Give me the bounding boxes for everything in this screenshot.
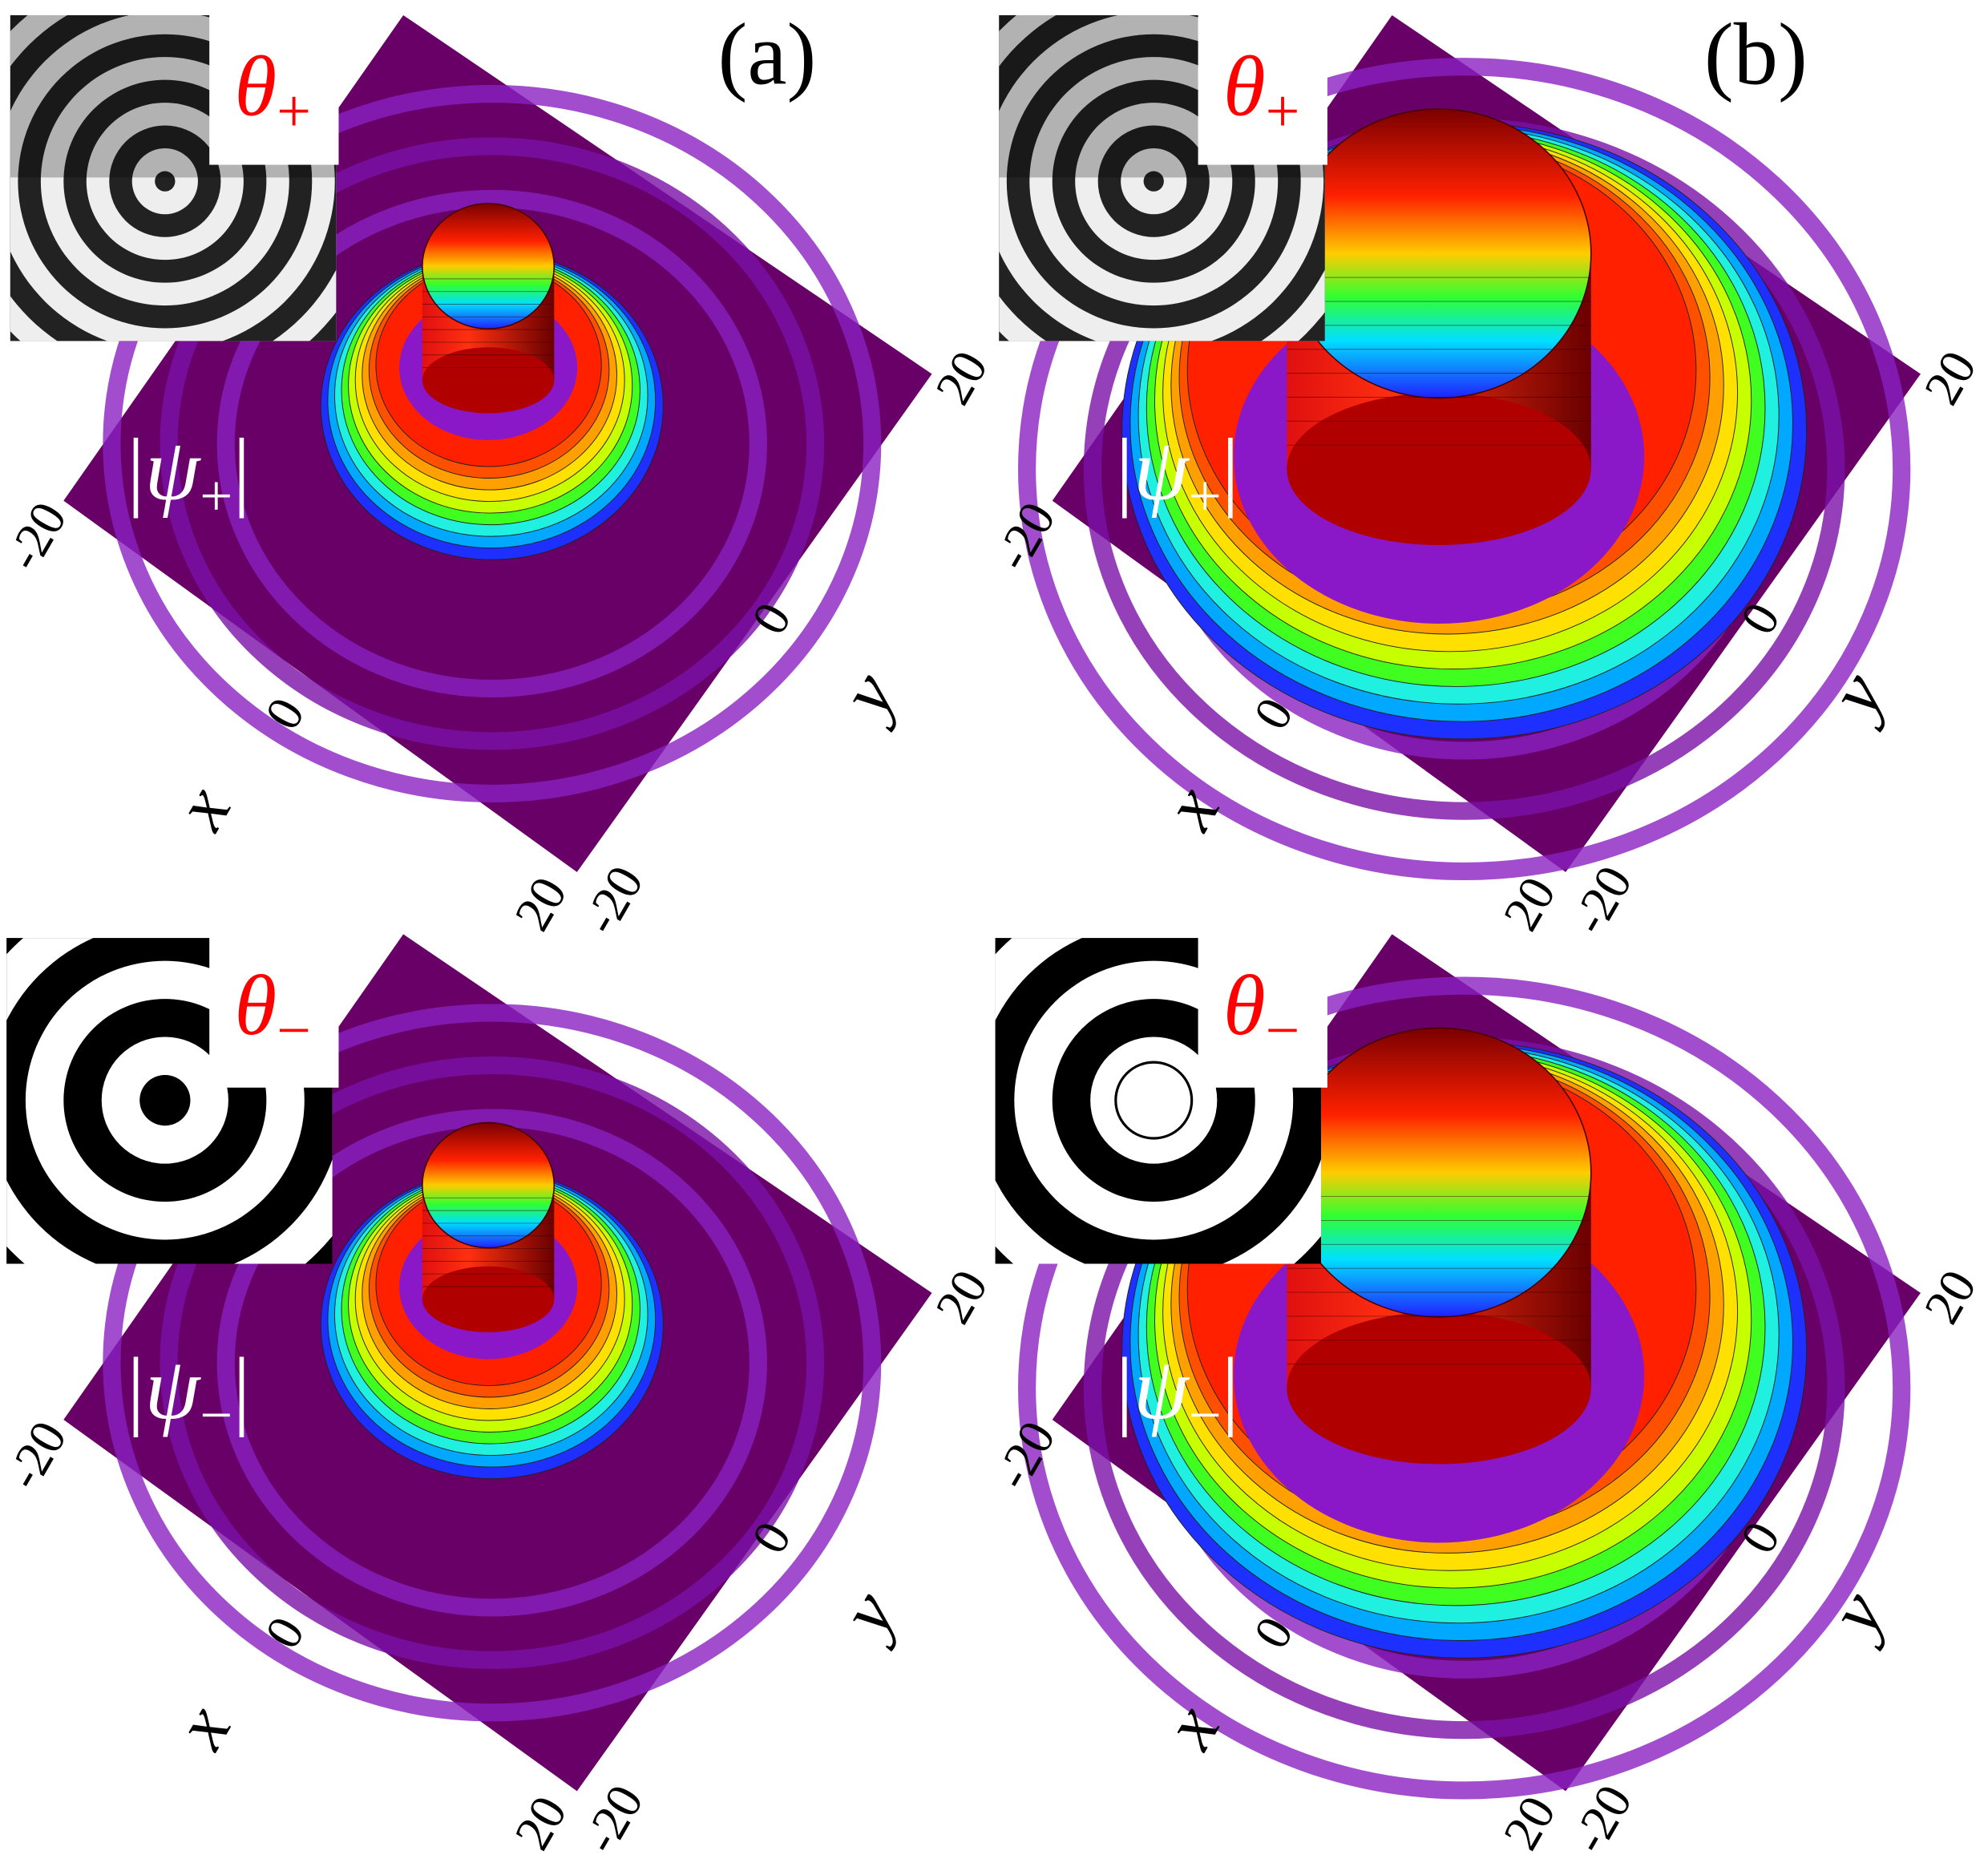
tick-label: 20 (1913, 1261, 1987, 1333)
ripple (160, 1056, 825, 1669)
amplitude-label: |ψ−| (127, 1340, 250, 1448)
ripple (1018, 58, 1911, 881)
symbol: ψ (1133, 420, 1190, 519)
ripple (216, 1109, 767, 1617)
ripple (103, 1004, 882, 1722)
bar: | (127, 1340, 144, 1438)
tower-top (1286, 108, 1592, 399)
phase-label: θ+ (234, 38, 311, 145)
phase-ring (139, 1074, 191, 1126)
tick-label: 20 (503, 867, 577, 940)
tower-base (422, 1266, 555, 1332)
subscript: + (1266, 78, 1300, 145)
symbol: θ (234, 38, 277, 134)
amplitude-label: |ψ−| (1116, 1340, 1239, 1448)
bar: | (232, 1340, 250, 1438)
tick-label: 20 (503, 1787, 577, 1859)
phase-label: θ− (1223, 958, 1300, 1065)
subscript: − (277, 997, 311, 1065)
phase-label: θ− (234, 958, 311, 1065)
tick-label: -20 (0, 1412, 78, 1498)
axis-label: x (158, 1691, 246, 1762)
phase-ring (155, 171, 176, 192)
ripple (1018, 976, 1911, 1800)
tick-label: 0 (1730, 593, 1791, 643)
tick-label: 0 (1730, 1513, 1791, 1562)
subscript: − (1189, 1382, 1222, 1447)
inset-notch (1198, 12, 1327, 165)
inset-notch (1198, 936, 1327, 1088)
symbol: ψ (145, 420, 202, 519)
tower-base (1287, 1311, 1591, 1465)
tower-top (422, 203, 556, 329)
symbol: ψ (1133, 1340, 1190, 1438)
phase-core (1114, 1061, 1194, 1140)
tick-label: 20 (924, 341, 998, 414)
symbol: θ (1223, 958, 1266, 1053)
symbol: θ (1223, 38, 1266, 134)
symbol: θ (234, 958, 277, 1053)
subscript: + (1189, 463, 1222, 528)
panel-label: (a) (718, 4, 817, 103)
bar: | (1222, 1340, 1239, 1438)
phase-ring (1143, 171, 1164, 192)
tick-label: 20 (1913, 341, 1987, 414)
inset-notch (209, 12, 339, 165)
axis-label: y (821, 658, 911, 733)
inset (999, 14, 1325, 341)
inset-notch (209, 936, 339, 1088)
amplitude-label: |ψ+| (127, 420, 250, 528)
tick-label: -20 (984, 493, 1066, 580)
tick-label: -20 (0, 493, 78, 580)
axis-label: y (821, 1578, 911, 1652)
amplitude-label: |ψ+| (1116, 420, 1239, 528)
panel-label: (b) (1704, 4, 1808, 103)
subscript: + (200, 463, 232, 528)
tower-base (1287, 393, 1591, 545)
tick-label: -20 (572, 857, 654, 944)
subscript: − (200, 1382, 232, 1447)
tick-label: 20 (924, 1261, 998, 1333)
tick-label: -20 (984, 1412, 1066, 1498)
tower-base (422, 347, 555, 414)
ripple (103, 84, 882, 802)
tick-label: -20 (1561, 857, 1643, 944)
bar: | (1116, 420, 1133, 519)
bar: | (232, 420, 250, 519)
phase-label: θ+ (1223, 38, 1300, 145)
tick-label: -20 (1561, 1776, 1643, 1862)
subscript: + (277, 78, 311, 145)
ripple (160, 137, 825, 750)
subscript: − (1266, 997, 1300, 1065)
tower-top (1286, 1027, 1592, 1318)
symbol: ψ (145, 1340, 202, 1438)
ripple (216, 189, 767, 698)
bar: | (1116, 1340, 1133, 1438)
tower-top (422, 1121, 556, 1249)
bar: | (127, 420, 144, 519)
tick-label: -20 (572, 1776, 654, 1862)
bar: | (1222, 420, 1239, 519)
axis-label: x (158, 773, 246, 843)
